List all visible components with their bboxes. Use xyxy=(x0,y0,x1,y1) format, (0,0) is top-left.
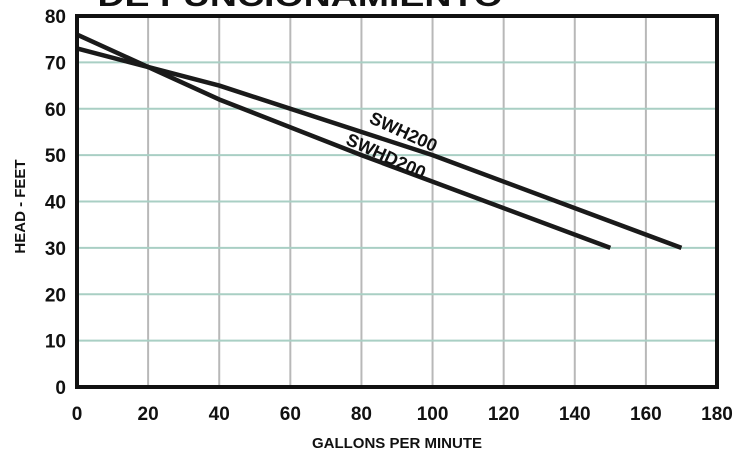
x-tick-0: 0 xyxy=(72,404,83,425)
plot-border xyxy=(75,14,719,389)
y-tick-labels: 0 10 20 30 40 50 60 70 80 xyxy=(45,7,66,399)
x-tick-120: 120 xyxy=(488,404,520,425)
y-tick-30: 30 xyxy=(45,239,66,260)
series-lines xyxy=(76,32,683,250)
y-tick-20: 20 xyxy=(45,285,66,306)
y-tick-0: 0 xyxy=(55,378,66,399)
y-tick-80: 80 xyxy=(45,7,66,28)
x-tick-labels: 0 20 40 60 80 100 120 140 160 180 xyxy=(72,404,733,425)
y-tick-10: 10 xyxy=(45,332,66,353)
x-tick-80: 80 xyxy=(351,404,372,425)
y-tick-70: 70 xyxy=(45,53,66,74)
plot-frame xyxy=(75,14,719,389)
x-tick-40: 40 xyxy=(209,404,230,425)
grid xyxy=(77,16,717,387)
y-tick-50: 50 xyxy=(45,146,66,167)
x-tick-140: 140 xyxy=(559,404,591,425)
x-tick-160: 160 xyxy=(630,404,662,425)
series-line-swhd200 xyxy=(76,32,612,250)
y-tick-60: 60 xyxy=(45,100,66,121)
x-tick-20: 20 xyxy=(138,404,159,425)
x-tick-60: 60 xyxy=(280,404,301,425)
chart-heading: DE FUNCIONAMIENTO xyxy=(98,0,503,13)
x-tick-100: 100 xyxy=(417,404,449,425)
y-axis-title: HEAD - FEET xyxy=(12,159,29,253)
x-axis-title: GALLONS PER MINUTE xyxy=(312,435,482,452)
x-tick-180: 180 xyxy=(701,404,733,425)
y-tick-40: 40 xyxy=(45,193,66,214)
